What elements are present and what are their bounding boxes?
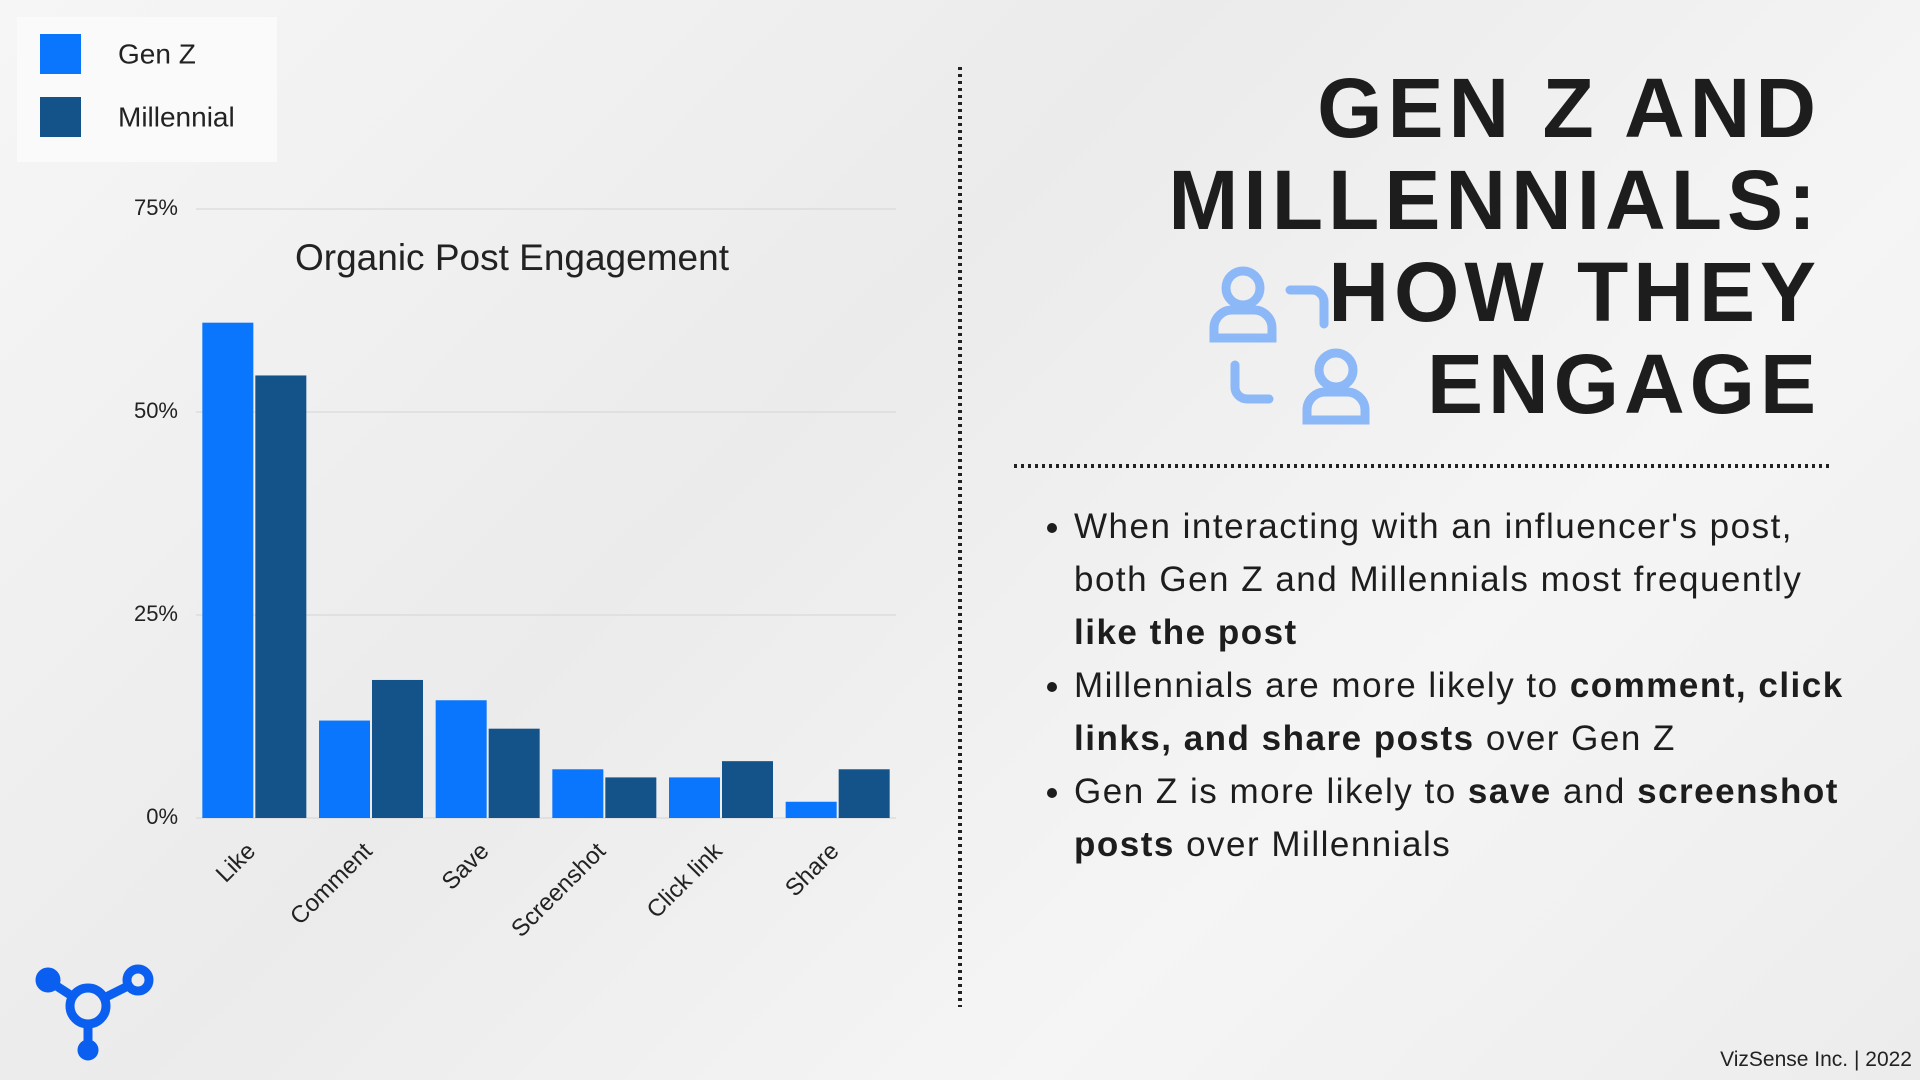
- text: and: [1551, 772, 1638, 811]
- text: over Gen Z: [1474, 719, 1676, 758]
- bar: [785, 801, 837, 818]
- x-tick-label: Share: [780, 838, 844, 902]
- legend-swatch: [40, 34, 81, 74]
- bullet: Gen Z is more likely to save and screens…: [1074, 765, 1874, 871]
- heading-line: ENGAGE: [1426, 337, 1821, 431]
- people-icon: [1209, 266, 1370, 425]
- x-tick-label: Comment: [285, 837, 378, 930]
- x-tick-label: Screenshot: [506, 837, 611, 942]
- x-tick-label: Like: [211, 838, 261, 888]
- logo: [35, 964, 154, 1061]
- text: over Millennials: [1174, 825, 1452, 864]
- y-tick-label: 75%: [134, 195, 178, 220]
- bullet-list: When interacting with an influencer's po…: [1040, 500, 1874, 871]
- x-tick-label: Click link: [642, 837, 729, 924]
- text: Gen Z is more likely to: [1074, 772, 1468, 811]
- bar: [255, 375, 307, 818]
- bar: [722, 761, 773, 818]
- bold-text: screenshot posts: [1074, 772, 1839, 864]
- bullet: Millennials are more likely to comment, …: [1074, 659, 1874, 765]
- chart-title: Organic Post Engagement: [295, 237, 730, 278]
- heading-line: HOW THEY: [1328, 245, 1821, 339]
- heading-line: GEN Z AND: [1317, 61, 1821, 155]
- bar: [319, 720, 370, 818]
- y-tick-label: 25%: [134, 601, 178, 626]
- legend-label: Gen Z: [118, 38, 196, 69]
- x-tick-label: Save: [437, 838, 495, 896]
- bar: [552, 769, 604, 818]
- heading: GEN Z AND MILLENNIALS: HOW THEY ENGAGE: [1168, 62, 1821, 430]
- text: Millennials are more likely to: [1074, 666, 1570, 705]
- y-tick-label: 0%: [146, 804, 178, 829]
- heading-line: MILLENNIALS:: [1168, 153, 1821, 247]
- bar: [202, 322, 254, 818]
- bar: [605, 777, 657, 818]
- bold-text: like the post: [1074, 613, 1298, 652]
- footer: VizSense Inc. | 2022: [1720, 1048, 1912, 1071]
- text: When interacting with an influencer's po…: [1074, 507, 1803, 599]
- bold-text: comment, click links, and share posts: [1074, 666, 1844, 758]
- bar: [372, 679, 423, 818]
- legend-swatch: [40, 97, 81, 137]
- bar: [838, 769, 890, 818]
- bar: [488, 728, 540, 818]
- y-tick-label: 50%: [134, 398, 178, 423]
- bar: [669, 777, 720, 818]
- legend-label: Millennial: [118, 101, 235, 132]
- bar: [435, 700, 487, 818]
- bold-text: save: [1467, 772, 1552, 811]
- bullet: When interacting with an influencer's po…: [1074, 500, 1874, 659]
